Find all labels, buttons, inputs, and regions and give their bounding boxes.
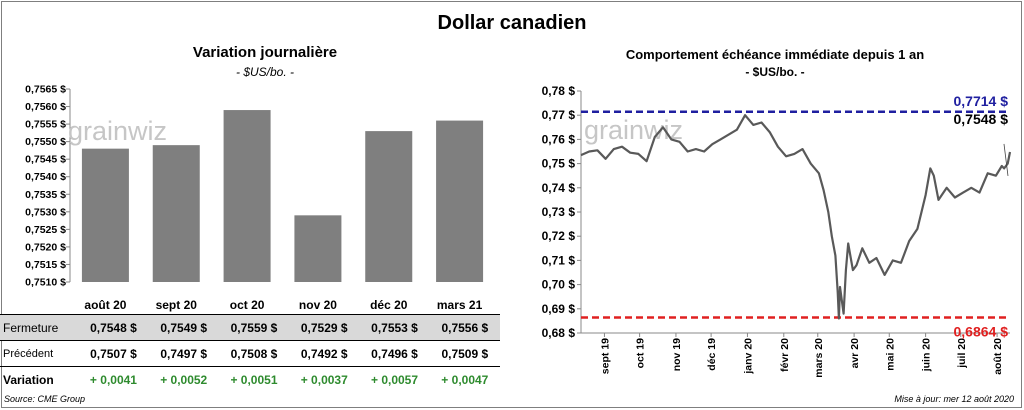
line-x-tick-label: janv 20 [742, 338, 754, 375]
table-cell: + 0,0047 [429, 366, 500, 393]
line-x-tick-label: juil 20 [956, 338, 968, 369]
table-cell: 0,7497 $ [160, 346, 208, 361]
watermark-logo: grainwiz [68, 116, 167, 146]
line-y-tick-label: 0,77 $ [542, 108, 576, 122]
line-y-tick-label: 0,76 $ [542, 132, 576, 146]
bar-category-label: oct 20 [230, 298, 265, 312]
line-y-tick-label: 0,78 $ [542, 84, 576, 98]
table-cell: + 0,0052 [148, 366, 219, 393]
table-row-close: Fermeture 0,7548 $ 0,7549 $ 0,7559 $ 0,7… [0, 314, 500, 341]
bar [365, 131, 413, 282]
bar [294, 215, 342, 282]
line-y-tick-label: 0,68 $ [542, 326, 576, 340]
line-x-tick-label: avr 20 [849, 338, 861, 369]
bar-category-label: nov 20 [299, 298, 337, 312]
bar-y-tick-label: 0,7540 $ [25, 171, 66, 183]
update-note: Mise à jour: mer 12 août 2020 [894, 394, 1014, 404]
table-cell: 0,7507 $ [90, 346, 137, 361]
row-label: Fermeture [0, 314, 79, 341]
line-x-tick-label: nov 19 [671, 338, 683, 371]
low-value-label: 0,6864 $ [954, 324, 1009, 340]
line-chart-title: Comportement échéance immédiate depuis 1… [625, 47, 925, 62]
line-y-tick-label: 0,73 $ [542, 205, 576, 219]
table-cell: 0,7492 $ [300, 346, 348, 361]
line-x-tick-label: sept 19 [599, 338, 611, 374]
table-cell: + 0,0051 [218, 366, 290, 393]
watermark-logo: grainwiz [584, 115, 683, 145]
price-series-line [580, 114, 1012, 320]
line-y-tick-label: 0,72 $ [542, 229, 576, 243]
bar-y-tick-label: 0,7560 $ [25, 101, 66, 113]
line-x-tick-label: juin 20 [921, 338, 933, 372]
line-x-tick-label: déc 19 [706, 338, 718, 371]
table-cell: 0,7509 $ [441, 346, 489, 361]
table-cell: 0,7556 $ [429, 314, 500, 341]
table-row-previous: Précédent 0,7507 $ 0,7497 $ 0,7508 $ 0,7… [0, 341, 500, 367]
bar-chart-subtitle: - $US/bo. - [235, 65, 295, 79]
line-y-tick-label: 0,75 $ [542, 157, 576, 171]
bar-y-tick-label: 0,7525 $ [25, 224, 66, 236]
line-y-tick-label: 0,71 $ [542, 253, 576, 267]
bar-y-tick-label: 0,7520 $ [25, 241, 66, 253]
row-label: Variation [0, 366, 79, 393]
line-y-tick-label: 0,69 $ [542, 302, 576, 316]
bar-category-label: août 20 [84, 298, 126, 312]
line-x-tick-label: mai 20 [884, 338, 896, 371]
bar-y-tick-label: 0,7515 $ [25, 259, 66, 271]
stats-table: Fermeture 0,7548 $ 0,7549 $ 0,7559 $ 0,7… [0, 314, 500, 393]
line-y-tick-label: 0,70 $ [542, 278, 576, 292]
bar-y-tick-label: 0,7530 $ [25, 206, 66, 218]
last-value-label: 0,7548 $ [954, 111, 1009, 127]
table-cell: + 0,0057 [359, 366, 430, 393]
line-chart-subtitle: - $US/bo. - [745, 65, 805, 79]
bar-category-label: déc 20 [370, 298, 408, 312]
table-cell: 0,7548 $ [78, 314, 149, 341]
line-x-tick-label: août 20 [992, 338, 1004, 375]
table-cell: 0,7508 $ [230, 346, 278, 361]
table-cell: 0,7553 $ [359, 314, 430, 341]
bar-y-tick-label: 0,7550 $ [25, 136, 66, 148]
bar-category-label: sept 20 [156, 298, 198, 312]
row-label: Précédent [3, 347, 54, 360]
bar-y-tick-label: 0,7535 $ [25, 189, 66, 201]
table-cell: 0,7549 $ [148, 314, 219, 341]
table-cell: 0,7496 $ [371, 346, 418, 361]
bar-y-tick-label: 0,7565 $ [25, 84, 66, 96]
table-cell: 0,7559 $ [218, 314, 290, 341]
table-cell: + 0,0041 [78, 366, 149, 393]
line-y-tick-label: 0,74 $ [542, 181, 576, 195]
bar-y-tick-label: 0,7555 $ [25, 119, 66, 131]
source-note: Source: CME Group [4, 394, 86, 404]
bar [223, 110, 271, 283]
last-value-leader [1003, 143, 1009, 177]
table-cell: 0,7529 $ [289, 314, 360, 341]
table-row-variation: Variation + 0,0041 + 0,0052 + 0,0051 + 0… [0, 366, 500, 393]
line-x-tick-label: févr 20 [779, 338, 791, 372]
line-x-tick-label: mars 20 [813, 338, 825, 378]
bar-category-label: mars 21 [437, 298, 483, 312]
bar [152, 145, 200, 282]
table-cell: + 0,0037 [289, 366, 360, 393]
main-title: Dollar canadien [437, 12, 587, 34]
high-value-label: 0,7714 $ [954, 93, 1009, 109]
bar-y-tick-label: 0,7510 $ [25, 277, 66, 289]
bar [81, 148, 129, 282]
bar-y-tick-label: 0,7545 $ [25, 154, 66, 166]
bar-chart-title: Variation journalière [192, 44, 338, 61]
bar [436, 120, 484, 282]
line-x-tick-label: oct 19 [635, 338, 647, 369]
